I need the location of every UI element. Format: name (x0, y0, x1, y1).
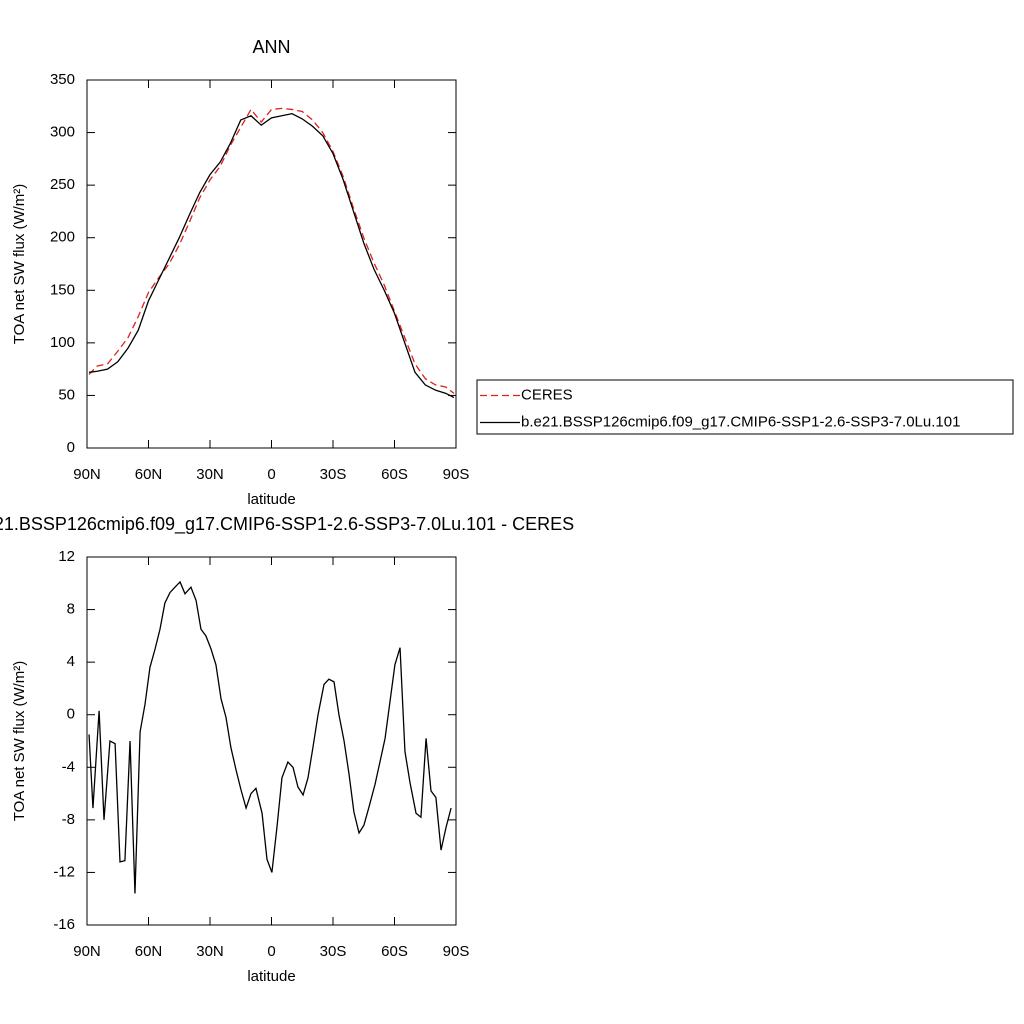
y-tick-label: 50 (58, 386, 75, 403)
x-tick-label: 60S (381, 466, 408, 483)
data-line (88, 112, 455, 399)
y-tick-label: 0 (67, 439, 75, 456)
x-tick-label: 30S (320, 466, 347, 483)
x-tick-label: 60S (381, 943, 408, 960)
legend-label: b.e21.BSSP126cmip6.f09_g17.CMIP6-SSP1-2.… (521, 413, 960, 430)
y-tick-label: 12 (58, 548, 75, 565)
chart-title: b.e21.BSSP126cmip6.f09_g17.CMIP6-SSP1-2.… (0, 514, 574, 535)
y-tick-label: -4 (62, 758, 75, 775)
y-tick-label: 100 (50, 334, 75, 351)
data-line (88, 580, 452, 894)
x-tick-label: 60N (135, 466, 163, 483)
x-tick-label: 30N (196, 943, 224, 960)
y-tick-label: 150 (50, 281, 75, 298)
y-tick-label: -16 (53, 916, 75, 933)
y-axis-label: TOA net SW flux (W/m²) (11, 661, 28, 822)
data-line (88, 107, 455, 394)
y-tick-label: 0 (67, 706, 75, 723)
x-tick-label: 90N (73, 943, 101, 960)
x-axis-label: latitude (247, 968, 295, 985)
y-tick-label: 300 (50, 124, 75, 141)
y-tick-label: 8 (67, 601, 75, 618)
x-tick-label: 90S (443, 466, 470, 483)
chart-title: ANN (252, 37, 290, 57)
y-axis-label: TOA net SW flux (W/m²) (11, 184, 28, 345)
y-tick-label: 4 (67, 653, 75, 670)
y-tick-label: 250 (50, 176, 75, 193)
x-tick-label: 90S (443, 943, 470, 960)
x-tick-label: 60N (135, 943, 163, 960)
y-tick-label: -12 (53, 863, 75, 880)
x-tick-label: 0 (267, 466, 275, 483)
legend-box (476, 379, 1014, 435)
x-tick-label: 0 (267, 943, 275, 960)
y-tick-label: 350 (50, 71, 75, 88)
plot-frame (86, 79, 457, 449)
legend-label: CERES (521, 386, 573, 403)
y-tick-label: -8 (62, 811, 75, 828)
y-tick-label: 200 (50, 229, 75, 246)
x-tick-label: 90N (73, 466, 101, 483)
x-tick-label: 30N (196, 466, 224, 483)
x-axis-label: latitude (247, 491, 295, 508)
x-tick-label: 30S (320, 943, 347, 960)
